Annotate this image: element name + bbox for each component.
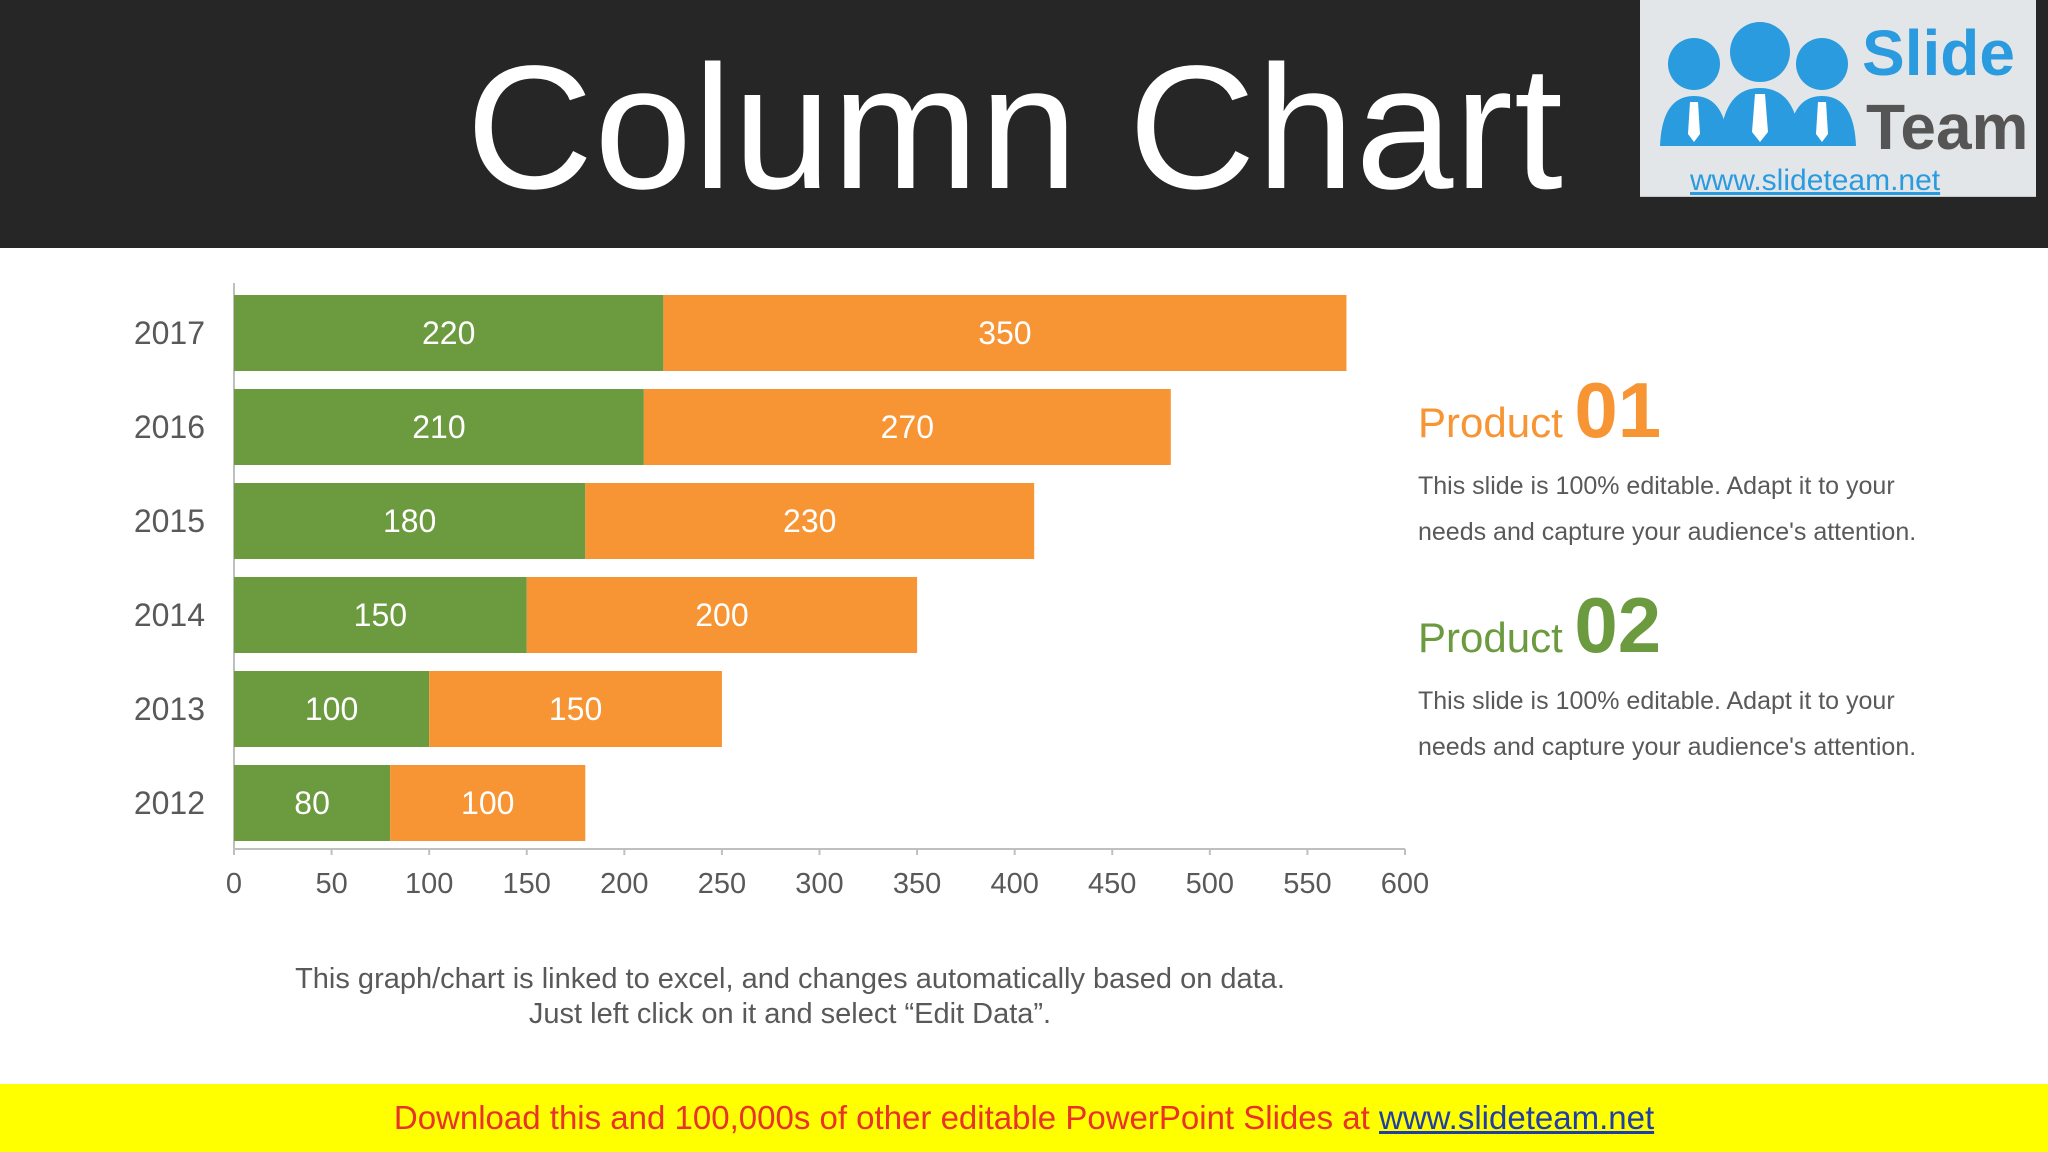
- bar-segment-series-2: [390, 765, 586, 841]
- x-tick-label: 550: [1283, 868, 1331, 900]
- product-01-label: Product: [1418, 399, 1563, 446]
- footer-banner: Download this and 100,000s of other edit…: [0, 1084, 2048, 1152]
- category-label: 2016: [134, 409, 205, 445]
- people-icon: [1660, 22, 1856, 146]
- category-label: 2015: [134, 503, 205, 539]
- x-tick-label: 150: [503, 868, 551, 900]
- x-tick-label: 500: [1186, 868, 1234, 900]
- x-tick-label: 300: [795, 868, 843, 900]
- footer-text: Download this and 100,000s of other edit…: [0, 1084, 2048, 1152]
- data-label: 210: [412, 409, 465, 445]
- product-01-number: 01: [1574, 366, 1662, 454]
- category-label: 2017: [134, 315, 205, 351]
- bar-segment-series-2: [526, 577, 918, 653]
- product-01-title: Product 01: [1418, 370, 1978, 463]
- data-label: 200: [695, 597, 748, 633]
- product-02-title: Product 02: [1418, 585, 1978, 678]
- bar-segment-series-2: [643, 389, 1171, 465]
- data-label: 80: [294, 785, 330, 821]
- product-02-label: Product: [1418, 614, 1563, 661]
- data-label: 100: [305, 691, 358, 727]
- data-label: 350: [978, 315, 1031, 351]
- data-label: 230: [783, 503, 836, 539]
- x-tick-label: 400: [990, 868, 1038, 900]
- product-02-block: Product 02 This slide is 100% editable. …: [1418, 585, 1978, 770]
- bar-segment-series-1: [234, 671, 430, 747]
- logo-word-slide: Slide: [1862, 17, 2015, 89]
- data-label: 220: [422, 315, 475, 351]
- slide-header: Column Chart Slide Team www.slideteam.ne…: [0, 0, 2048, 248]
- bar-segment-series-2: [663, 295, 1347, 371]
- bar-segment-series-1: [234, 577, 527, 653]
- product-02-number: 02: [1574, 581, 1662, 669]
- bar-segment-series-2: [429, 671, 722, 747]
- data-label: 100: [461, 785, 514, 821]
- footer-message: Download this and 100,000s of other edit…: [393, 1099, 1379, 1136]
- footer-link[interactable]: www.slideteam.net: [1379, 1099, 1655, 1136]
- stacked-bar-chart: 2017 220 350 2016 210 270 2015 180 230 2014 150 200…: [134, 283, 1429, 900]
- product-01-desc-line1: This slide is 100% editable. Adapt it to…: [1418, 472, 1895, 500]
- product-02-desc-line1: This slide is 100% editable. Adapt it to…: [1418, 687, 1895, 715]
- x-tick-label: 0: [226, 868, 242, 900]
- bar-segment-series-1: [234, 483, 586, 559]
- chart-note: This graph/chart is linked to excel, and…: [190, 962, 1390, 1032]
- bar-segment-series-2: [585, 483, 1035, 559]
- chart-note-line2: Just left click on it and select “Edit D…: [528, 998, 1052, 1030]
- data-label: 180: [383, 503, 436, 539]
- category-label: 2013: [134, 691, 205, 727]
- bar-segment-series-1: [234, 389, 644, 465]
- category-label: 2014: [134, 597, 205, 633]
- x-tick-label: 250: [698, 868, 746, 900]
- page-title: Column Chart: [466, 30, 1564, 226]
- bar-segment-series-1: [234, 295, 664, 371]
- data-label: 150: [354, 597, 407, 633]
- x-tick-label: 600: [1381, 868, 1429, 900]
- category-label: 2012: [134, 785, 205, 821]
- x-tick-label: 50: [315, 868, 347, 900]
- x-tick-label: 200: [600, 868, 648, 900]
- chart-note-line1: This graph/chart is linked to excel, and…: [295, 963, 1285, 995]
- product-01-desc-line2: needs and capture your audience's attent…: [1418, 518, 1917, 546]
- data-label: 270: [881, 409, 934, 445]
- product-02-desc-line2: needs and capture your audience's attent…: [1418, 733, 1917, 761]
- data-label: 150: [549, 691, 602, 727]
- bar-segment-series-1: [234, 765, 391, 841]
- slideteam-logo[interactable]: Slide Team www.slideteam.net: [1640, 0, 2036, 197]
- x-tick-label: 350: [893, 868, 941, 900]
- logo-word-team: Team: [1866, 91, 2029, 163]
- x-tick-label: 450: [1088, 868, 1136, 900]
- product-01-block: Product 01 This slide is 100% editable. …: [1418, 370, 1978, 555]
- product-01-description: This slide is 100% editable. Adapt it to…: [1418, 463, 1978, 555]
- x-tick-label: 100: [405, 868, 453, 900]
- product-02-description: This slide is 100% editable. Adapt it to…: [1418, 678, 1978, 770]
- logo-url-link[interactable]: www.slideteam.net: [1690, 164, 1941, 197]
